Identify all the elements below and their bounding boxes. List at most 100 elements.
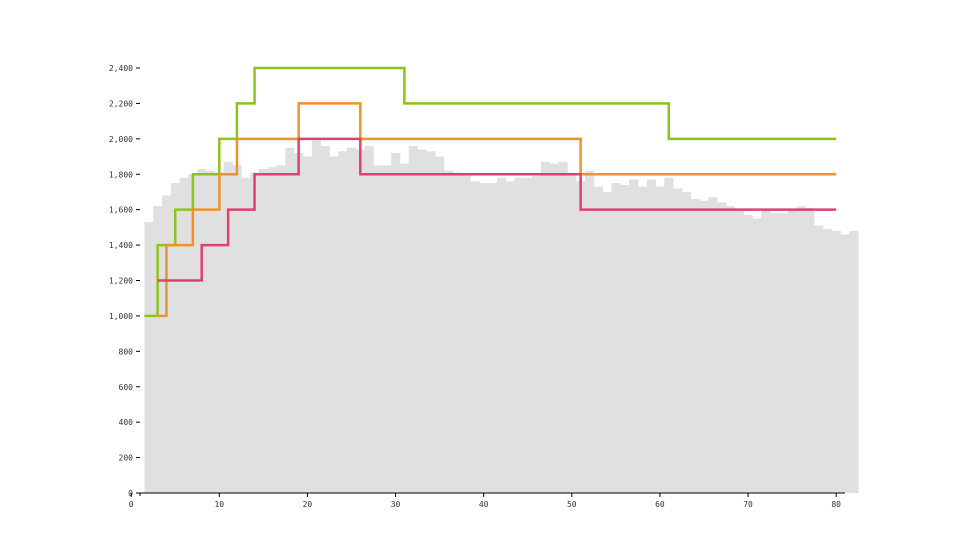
histogram-bar [285,147,295,493]
histogram-bar [664,177,674,494]
histogram-bar [170,183,180,493]
histogram-bar [505,181,515,493]
histogram-bar [787,209,797,494]
histogram-bar [232,165,242,493]
histogram-bar [214,172,225,494]
y-tick-label: 2,400 [109,64,133,73]
series-line-3 [157,137,837,282]
histogram-bar [540,161,551,493]
histogram-bar [611,183,621,493]
histogram-bar [514,177,524,494]
histogram-bars [144,140,859,494]
histogram-bar [470,181,480,493]
histogram-bar [435,156,445,494]
histogram-bar [417,149,427,493]
y-tick-label: 2,000 [109,135,133,144]
y-tick-label: 1,000 [109,312,133,321]
histogram-bar [558,161,568,493]
histogram-bar [496,177,507,494]
histogram-bar [796,206,806,494]
histogram-bar [831,230,841,494]
histogram-bar [690,199,700,494]
histogram-bar [303,156,313,494]
histogram-bar [258,168,269,493]
x-tick-label: 20 [303,500,313,509]
histogram-bar [250,172,260,494]
histogram-bar [655,186,665,493]
histogram-bar [311,140,321,493]
histogram-bar [444,170,454,493]
histogram-bar [382,165,392,493]
histogram-bar [734,209,744,494]
histogram-bar [399,163,410,494]
histogram-bar [637,186,648,493]
y-tick-label: 1,200 [109,277,133,286]
histogram-bar [479,183,489,493]
x-tick-label: 0 [129,500,134,509]
histogram-bar [373,165,383,493]
histogram-bar [822,229,833,493]
histogram-bar [276,165,286,493]
histogram-bar [620,184,630,494]
histogram-bar [726,206,736,494]
histogram-bar [778,213,789,493]
histogram-bar [814,225,824,493]
histogram-bar [391,153,401,493]
histogram-bar [267,167,277,494]
histogram-bar [188,174,198,493]
histogram-bar [585,170,595,493]
histogram-bar [320,145,330,494]
y-tick-label: 1,800 [109,170,133,179]
y-tick-label: 0 [128,489,133,498]
histogram-bar [761,209,771,494]
y-tick-label: 1,600 [109,206,133,215]
x-tick-label: 50 [567,500,577,509]
x-tick-label: 30 [391,500,401,509]
histogram-bar [241,177,251,494]
histogram-bar [805,207,815,493]
histogram-bar [364,145,374,494]
histogram-bar [452,172,462,494]
y-tick-label: 600 [119,383,134,392]
y-tick-label: 800 [119,347,134,356]
histogram-bar [329,156,339,494]
histogram-bar [144,222,154,493]
x-tick-label: 70 [743,500,753,509]
histogram-bar [770,213,780,493]
histogram-bar [426,151,436,494]
histogram-bar [708,197,718,493]
histogram-bar [162,195,172,493]
histogram-bar [567,174,577,493]
histogram-bar [593,186,603,493]
histogram-bar [179,177,189,494]
histogram-bar [488,183,498,493]
histogram-bar [355,149,366,493]
histogram-bar [752,218,762,493]
y-tick-label: 1,400 [109,241,133,250]
y-tick-label: 400 [119,418,134,427]
histogram-bar [717,202,727,493]
y-tick-label: 2,200 [109,99,133,108]
axes: 0 10 20 30 40 50 60 70 8002004006008001,0001,200… [109,64,845,509]
series-lines [144,66,837,318]
histogram-bar [532,176,542,493]
histogram-bar [629,179,639,493]
histogram-bar [699,200,709,493]
x-tick-label: 80 [831,500,841,509]
histogram-bar [646,179,656,493]
histogram-bar [294,153,304,493]
histogram-bar [681,191,692,493]
histogram-bar [849,230,859,494]
histogram-bar [840,234,850,493]
histogram-bar [576,181,586,493]
x-tick-label: 60 [655,500,665,509]
histogram-bar [347,147,357,493]
histogram-bar [408,145,418,494]
histogram-bar [153,206,163,494]
series-line-2 [157,102,837,318]
histogram-bar [523,177,533,494]
histogram-bar [743,214,753,494]
histogram-bar [223,161,233,493]
histogram-bar [673,188,683,494]
